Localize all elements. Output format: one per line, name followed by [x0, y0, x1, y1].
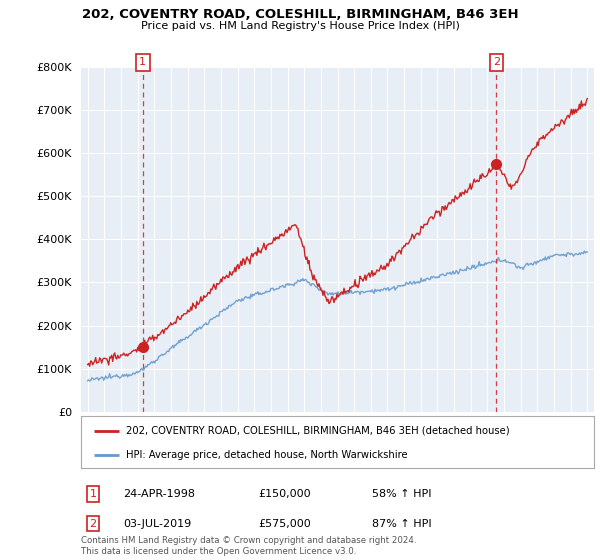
- Text: 1: 1: [139, 57, 146, 67]
- Text: £150,000: £150,000: [258, 489, 311, 499]
- Text: 58% ↑ HPI: 58% ↑ HPI: [372, 489, 431, 499]
- Text: HPI: Average price, detached house, North Warwickshire: HPI: Average price, detached house, Nort…: [126, 450, 408, 460]
- Text: 2: 2: [89, 519, 97, 529]
- Text: 202, COVENTRY ROAD, COLESHILL, BIRMINGHAM, B46 3EH (detached house): 202, COVENTRY ROAD, COLESHILL, BIRMINGHA…: [126, 426, 510, 436]
- Text: Price paid vs. HM Land Registry's House Price Index (HPI): Price paid vs. HM Land Registry's House …: [140, 21, 460, 31]
- Text: 2: 2: [493, 57, 500, 67]
- Text: 1: 1: [89, 489, 97, 499]
- Text: Contains HM Land Registry data © Crown copyright and database right 2024.
This d: Contains HM Land Registry data © Crown c…: [81, 536, 416, 556]
- Text: £575,000: £575,000: [258, 519, 311, 529]
- Text: 24-APR-1998: 24-APR-1998: [123, 489, 195, 499]
- Text: 87% ↑ HPI: 87% ↑ HPI: [372, 519, 431, 529]
- Text: 202, COVENTRY ROAD, COLESHILL, BIRMINGHAM, B46 3EH: 202, COVENTRY ROAD, COLESHILL, BIRMINGHA…: [82, 8, 518, 21]
- Text: 03-JUL-2019: 03-JUL-2019: [123, 519, 191, 529]
